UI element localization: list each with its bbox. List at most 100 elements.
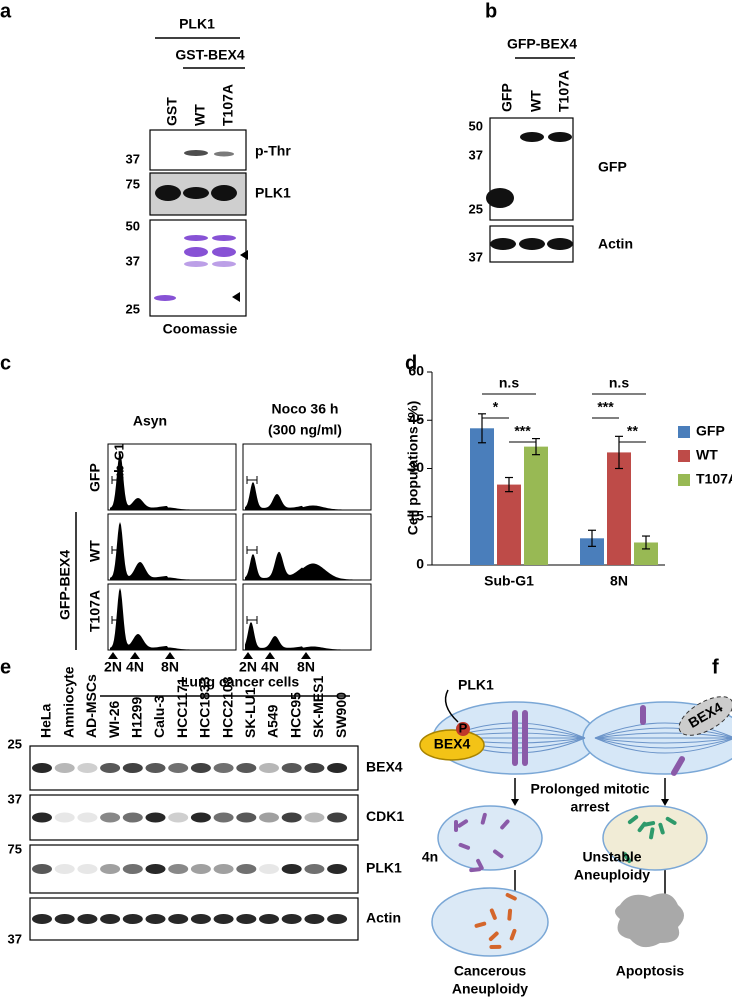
gate-label: sub-G1 (111, 443, 126, 488)
ploidy-label: 2N (104, 659, 122, 675)
chromosome (640, 705, 646, 725)
annotation: Prolonged mitotic (531, 781, 650, 797)
band (259, 763, 279, 773)
band (259, 914, 279, 924)
protein-label: BEX4 (434, 736, 471, 752)
band (327, 864, 348, 874)
panel-label: e (0, 656, 11, 678)
band (259, 812, 279, 823)
arrowhead (661, 799, 669, 806)
annotation: arrest (571, 799, 610, 815)
legend-swatch (678, 450, 690, 462)
annotation: Aneuploidy (452, 981, 528, 997)
lane-label: WI-26 (106, 700, 122, 738)
chromosome (474, 921, 487, 928)
band (100, 763, 121, 773)
band (145, 914, 166, 924)
annotation: Cancerous (454, 963, 527, 979)
significance: *** (514, 423, 531, 439)
mw-marker: 37 (126, 151, 140, 166)
bar (634, 542, 658, 565)
arrowhead (232, 292, 240, 302)
arrowhead (130, 652, 140, 659)
col-label: (300 ng/ml) (268, 422, 342, 438)
histogram-frame (107, 583, 237, 651)
band (211, 185, 237, 201)
lane-label: HCC1171 (174, 677, 190, 738)
legend-label: T107A (696, 471, 732, 487)
band (184, 247, 208, 257)
header: GST-BEX4 (175, 47, 244, 63)
lane-label: HCC95 (287, 692, 303, 738)
chromosome (480, 812, 487, 825)
histogram-frame (107, 443, 237, 511)
legend-label: WT (696, 447, 718, 463)
band (54, 914, 75, 924)
legend-swatch (678, 426, 690, 438)
y-tick-label: 15 (408, 507, 424, 523)
band (327, 914, 348, 924)
histogram (110, 588, 232, 650)
mw-marker: 50 (126, 218, 140, 233)
annotation: Apoptosis (616, 963, 685, 979)
spindle (594, 737, 732, 744)
band (32, 914, 52, 924)
lane-label: HCC2108 (219, 676, 235, 738)
kinase-label: PLK1 (458, 677, 494, 693)
lane-label: WT (192, 104, 208, 126)
band (100, 812, 121, 823)
chromosome (457, 819, 469, 828)
band (304, 914, 325, 924)
blot-label: BEX4 (366, 759, 403, 775)
y-tick-label: 30 (408, 459, 424, 475)
band (145, 763, 166, 773)
band (213, 864, 234, 874)
arrowhead (301, 652, 311, 659)
band (281, 763, 302, 773)
mw-marker: 37 (469, 249, 483, 264)
arrowhead (240, 250, 248, 260)
histogram-frame (242, 583, 372, 651)
spindle (594, 737, 732, 749)
error-bar (588, 529, 596, 547)
band (190, 864, 211, 874)
chromosome (649, 827, 655, 840)
chromosome (665, 816, 677, 825)
chromosome (505, 892, 517, 901)
band (122, 914, 143, 924)
lane-label: GFP (499, 83, 515, 112)
spindle (594, 727, 732, 739)
legend-swatch (678, 474, 690, 486)
lane-label: WT (528, 90, 544, 112)
group-label: GFP-BEX4 (57, 550, 73, 620)
col-label: Asyn (133, 413, 167, 429)
blot-frame (149, 129, 247, 171)
band (54, 812, 75, 823)
y-tick-label: 45 (408, 411, 424, 427)
y-tick-label: 0 (416, 556, 424, 572)
band (548, 132, 572, 142)
mw-marker: 37 (469, 147, 483, 162)
chromosome (643, 821, 656, 827)
header: PLK1 (179, 16, 215, 32)
chromosome (522, 710, 528, 766)
blot-label: Actin (366, 910, 401, 926)
apoptotic-body (615, 893, 684, 948)
ploidy-label: 4N (126, 659, 144, 675)
bar (524, 446, 548, 565)
arrowhead (108, 652, 118, 659)
chromosome (623, 852, 632, 864)
band (327, 763, 348, 773)
band (520, 132, 544, 142)
arrowhead (243, 652, 253, 659)
band (304, 812, 325, 823)
histogram (110, 521, 232, 580)
significance: n.s (609, 375, 629, 391)
band (77, 864, 98, 874)
band (122, 763, 143, 773)
band (122, 812, 143, 823)
band (213, 812, 234, 823)
blot-label: PLK1 (255, 185, 291, 201)
panel-label: a (0, 0, 12, 22)
